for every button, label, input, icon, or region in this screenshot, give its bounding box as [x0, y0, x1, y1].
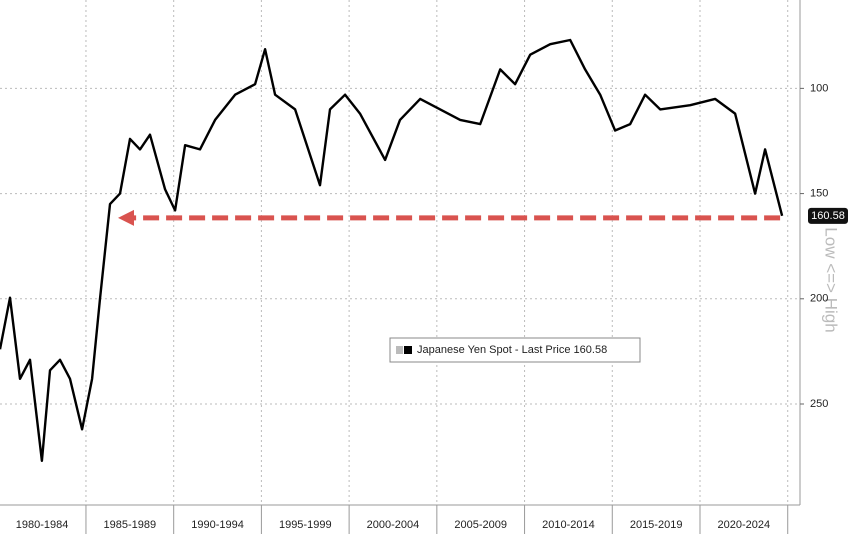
last-value-tag — [808, 207, 848, 224]
legend-swatch — [396, 346, 403, 354]
y-tick-label: 150 — [810, 187, 828, 199]
last-value-label: 160.58 — [811, 210, 845, 222]
x-tick-label: 2000-2004 — [367, 519, 420, 531]
x-tick-label: 2010-2014 — [542, 519, 595, 531]
arrow-head — [118, 209, 134, 226]
legend-swatch — [404, 346, 412, 354]
x-tick-label: 1990-1994 — [191, 519, 244, 531]
x-tick-label: 1985-1989 — [104, 519, 157, 531]
x-tick-label: 1980-1984 — [16, 519, 69, 531]
y-tick-label: 100 — [810, 82, 828, 94]
y-tick-label: 200 — [810, 293, 828, 305]
y-tick-label: 250 — [810, 398, 828, 410]
x-tick-label: 1995-1999 — [279, 519, 332, 531]
x-tick-label: 2015-2019 — [630, 519, 683, 531]
legend-box — [389, 337, 641, 363]
legend-label: Japanese Yen Spot - Last Price 160.58 — [417, 344, 607, 356]
x-tick-label: 2005-2009 — [454, 519, 507, 531]
axis-label: Low <=> High — [822, 227, 841, 332]
price-line — [0, 38, 784, 462]
x-tick-label: 2020-2024 — [718, 519, 771, 531]
